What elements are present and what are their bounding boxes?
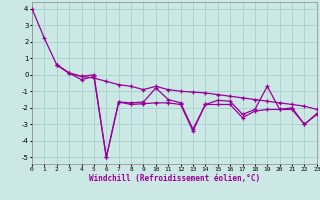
X-axis label: Windchill (Refroidissement éolien,°C): Windchill (Refroidissement éolien,°C) (89, 174, 260, 183)
